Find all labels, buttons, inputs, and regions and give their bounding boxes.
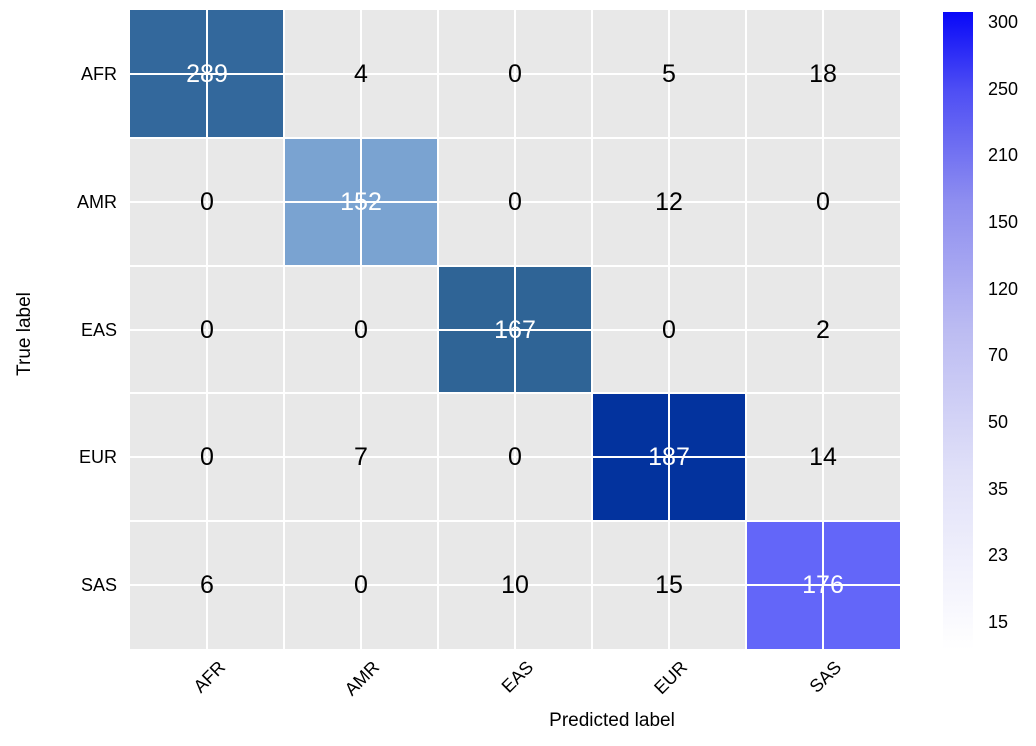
gridline-vertical (668, 10, 670, 649)
y-tick-label: SAS (80, 575, 117, 596)
matrix-cell-value: 0 (508, 187, 522, 216)
matrix-cell-value: 0 (200, 315, 214, 344)
gridline-vertical (822, 10, 824, 649)
heatmap-plot: 289 4 0 5 18 0 152 0 12 0 0 0 167 0 2 0 7 0 187 14 6 0 10 15 176 (130, 10, 900, 649)
matrix-cell-value: 2 (816, 315, 830, 344)
matrix-cell-value: 176 (802, 571, 844, 600)
colorbar-tick-label: 35 (988, 478, 1009, 499)
y-tick-label: EUR (78, 447, 117, 468)
matrix-cell-value: 14 (809, 443, 837, 472)
matrix-cell-value: 5 (662, 59, 676, 88)
matrix-cell-value: 0 (508, 59, 522, 88)
matrix-cell-value: 0 (662, 315, 676, 344)
matrix-cell-value: 0 (354, 315, 368, 344)
matrix-cell-value: 7 (354, 443, 368, 472)
matrix-cell-value: 152 (340, 187, 382, 216)
colorbar-tick-label: 50 (988, 412, 1009, 433)
x-tick-label: EAS (497, 657, 538, 697)
gridline-horizontal (130, 328, 900, 331)
y-tick-label: EAS (80, 319, 117, 340)
matrix-cell-value: 4 (354, 59, 368, 88)
matrix-cell-value: 0 (508, 443, 522, 472)
matrix-cell-value: 289 (186, 59, 228, 88)
matrix-cell-value: 15 (655, 571, 683, 600)
matrix-cell-value: 0 (354, 571, 368, 600)
matrix-cell-value: 12 (655, 187, 683, 216)
x-axis-label: Predicted label (549, 710, 675, 731)
colorbar-tick-label: 15 (988, 612, 1009, 633)
colorbar-tick-label: 210 (988, 145, 1019, 166)
colorbar-tick-label: 150 (988, 212, 1019, 232)
matrix-cell-value: 0 (200, 187, 214, 216)
colorbar-tick-label: 70 (988, 345, 1009, 366)
colorbar-tick-label: 23 (988, 545, 1009, 566)
colorbar (943, 12, 973, 650)
matrix-cell-value: 167 (494, 315, 536, 344)
x-tick-label: AMR (340, 657, 384, 700)
x-tick-label: EUR (650, 657, 692, 699)
gridline-horizontal (130, 456, 900, 459)
matrix-cell-value: 6 (200, 571, 214, 600)
matrix-cell-value: 18 (809, 59, 837, 88)
colorbar-tick-label: 300 (988, 12, 1019, 32)
colorbar-tick-label: 120 (988, 278, 1019, 299)
y-tick-label: AMR (77, 191, 117, 212)
matrix-cell-value: 0 (816, 187, 830, 216)
matrix-cell-value: 10 (501, 571, 529, 600)
x-tick-label: AFR (189, 657, 230, 697)
gridline-horizontal (130, 584, 900, 587)
colorbar-tick-label: 250 (988, 78, 1019, 99)
x-tick-label: SAS (805, 657, 846, 697)
matrix-cell-value: 0 (200, 443, 214, 472)
matrix-cell-value: 187 (648, 443, 690, 472)
y-tick-label: AFR (81, 63, 117, 84)
